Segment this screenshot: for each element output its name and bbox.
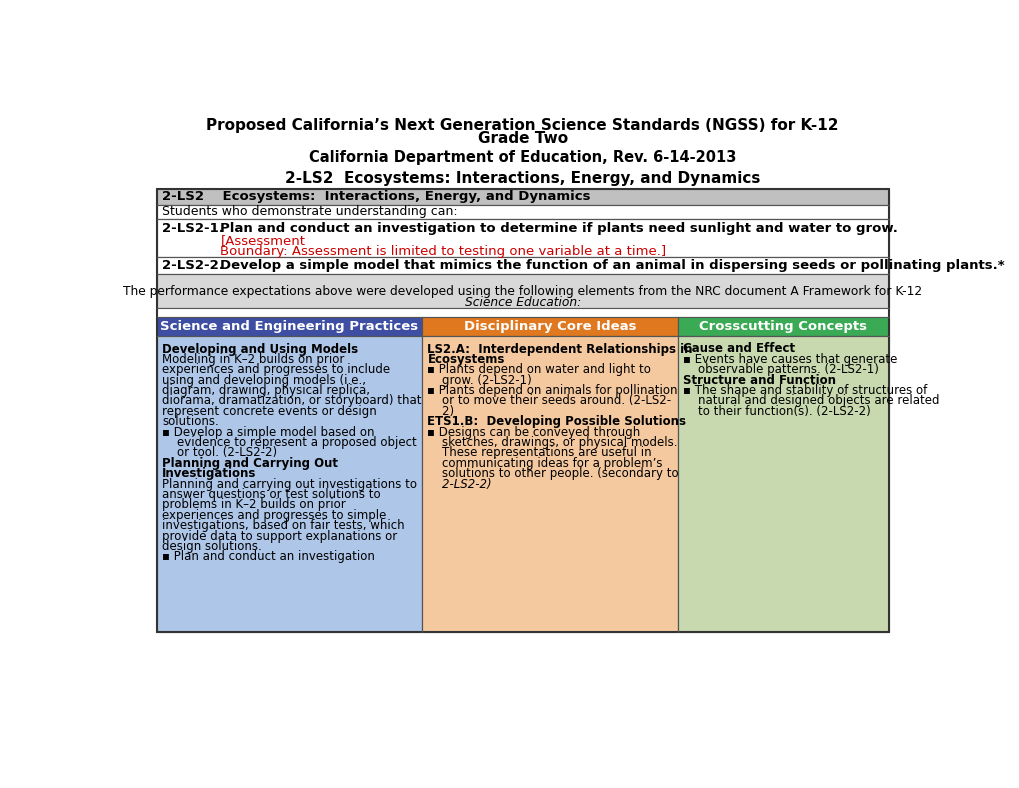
Text: represent concrete events or design: represent concrete events or design [162,405,377,418]
Text: ▪ Events have causes that generate: ▪ Events have causes that generate [683,353,897,366]
Text: diorama, dramatization, or storyboard) that: diorama, dramatization, or storyboard) t… [162,395,422,407]
Text: Crosscutting Concepts: Crosscutting Concepts [698,320,866,333]
Text: provide data to support explanations or: provide data to support explanations or [162,530,397,543]
Text: solutions.: solutions. [162,415,219,428]
FancyBboxPatch shape [157,308,888,317]
Text: Science and Engineering Practices: Science and Engineering Practices [160,320,418,333]
Text: or to move their seeds around. (2-LS2-: or to move their seeds around. (2-LS2- [427,395,671,407]
Text: answer questions or test solutions to: answer questions or test solutions to [162,488,381,501]
Text: diagram, drawing, physical replica,: diagram, drawing, physical replica, [162,384,370,397]
Text: ▪ The shape and stability of structures of: ▪ The shape and stability of structures … [683,384,926,397]
Text: Grade Two: Grade Two [477,131,568,146]
FancyBboxPatch shape [157,336,422,632]
Text: ▪ Designs can be conveyed through: ▪ Designs can be conveyed through [427,426,640,439]
Text: design solutions.: design solutions. [162,540,262,553]
Text: ▪ Plants depend on water and light to: ▪ Plants depend on water and light to [427,363,651,377]
Text: Developing and Using Models: Developing and Using Models [162,343,358,355]
Text: communicating ideas for a problem’s: communicating ideas for a problem’s [427,457,662,470]
Text: California Department of Education, Rev. 6-14-2013: California Department of Education, Rev.… [309,151,736,165]
Text: ▪ Plants depend on animals for pollination: ▪ Plants depend on animals for pollinati… [427,384,678,397]
Text: Planning and carrying out investigations to: Planning and carrying out investigations… [162,478,417,491]
FancyBboxPatch shape [157,206,888,218]
Text: 2): 2) [427,405,454,418]
Text: [Assessment: [Assessment [220,234,306,247]
FancyBboxPatch shape [157,218,888,257]
FancyBboxPatch shape [677,336,888,632]
Text: 2-LS2    Ecosystems:  Interactions, Energy, and Dynamics: 2-LS2 Ecosystems: Interactions, Energy, … [162,191,590,203]
Text: Ecosystems: Ecosystems [427,353,504,366]
Text: observable patterns. (2-LS2-1): observable patterns. (2-LS2-1) [683,363,878,377]
Text: Science Education:: Science Education: [465,296,580,309]
Text: The performance expectations above were developed using the following elements f: The performance expectations above were … [123,284,921,298]
Text: These representations are useful in: These representations are useful in [427,447,651,459]
FancyBboxPatch shape [157,188,888,206]
Text: natural and designed objects are related: natural and designed objects are related [683,395,938,407]
Text: experiences and progresses to include: experiences and progresses to include [162,363,390,377]
FancyBboxPatch shape [422,336,677,632]
Text: or tool. (2-LS2-2): or tool. (2-LS2-2) [162,447,277,459]
Text: Disciplinary Core Ideas: Disciplinary Core Ideas [464,320,636,333]
Text: ETS1.B:  Developing Possible Solutions: ETS1.B: Developing Possible Solutions [427,415,686,428]
Text: 2-LS2-2.: 2-LS2-2. [162,259,224,272]
Text: Develop a simple model that mimics the function of an animal in dispersing seeds: Develop a simple model that mimics the f… [220,259,1004,272]
Text: Structure and Function: Structure and Function [683,374,836,387]
Text: Boundary: Assessment is limited to testing one variable at a time.]: Boundary: Assessment is limited to testi… [220,245,666,258]
Text: sketches, drawings, or physical models.: sketches, drawings, or physical models. [427,436,678,449]
Text: 2-LS2  Ecosystems: Interactions, Energy, and Dynamics: 2-LS2 Ecosystems: Interactions, Energy, … [284,171,760,186]
Text: to their function(s). (2-LS2-2): to their function(s). (2-LS2-2) [683,405,870,418]
Text: solutions to other people. (secondary to: solutions to other people. (secondary to [427,467,679,480]
FancyBboxPatch shape [157,274,888,308]
Text: 2-LS2-2): 2-LS2-2) [427,478,491,491]
Text: LS2.A:  Interdependent Relationships in: LS2.A: Interdependent Relationships in [427,343,692,355]
Text: using and developing models (i.e.,: using and developing models (i.e., [162,374,366,387]
Text: Cause and Effect: Cause and Effect [683,343,795,355]
Text: grow. (2-LS2-1): grow. (2-LS2-1) [427,374,532,387]
Text: Plan and conduct an investigation to determine if plants need sunlight and water: Plan and conduct an investigation to det… [220,222,898,236]
FancyBboxPatch shape [422,317,677,336]
Text: Students who demonstrate understanding can:: Students who demonstrate understanding c… [162,206,458,218]
FancyBboxPatch shape [157,257,888,274]
Text: ▪ Develop a simple model based on: ▪ Develop a simple model based on [162,426,375,439]
Text: problems in K–2 builds on prior: problems in K–2 builds on prior [162,499,345,511]
Text: ▪ Plan and conduct an investigation: ▪ Plan and conduct an investigation [162,550,375,563]
Text: 2-LS2-1.: 2-LS2-1. [162,222,224,236]
Text: Modeling in K–2 builds on prior: Modeling in K–2 builds on prior [162,353,344,366]
Text: experiences and progresses to simple: experiences and progresses to simple [162,509,386,522]
Text: Planning and Carrying Out: Planning and Carrying Out [162,457,338,470]
Text: investigations, based on fair tests, which: investigations, based on fair tests, whi… [162,519,405,532]
Text: Proposed California’s Next Generation Science Standards (NGSS) for K-12: Proposed California’s Next Generation Sc… [206,118,839,133]
Text: evidence to represent a proposed object: evidence to represent a proposed object [162,436,417,449]
FancyBboxPatch shape [677,317,888,336]
Text: Investigations: Investigations [162,467,257,480]
FancyBboxPatch shape [157,317,422,336]
